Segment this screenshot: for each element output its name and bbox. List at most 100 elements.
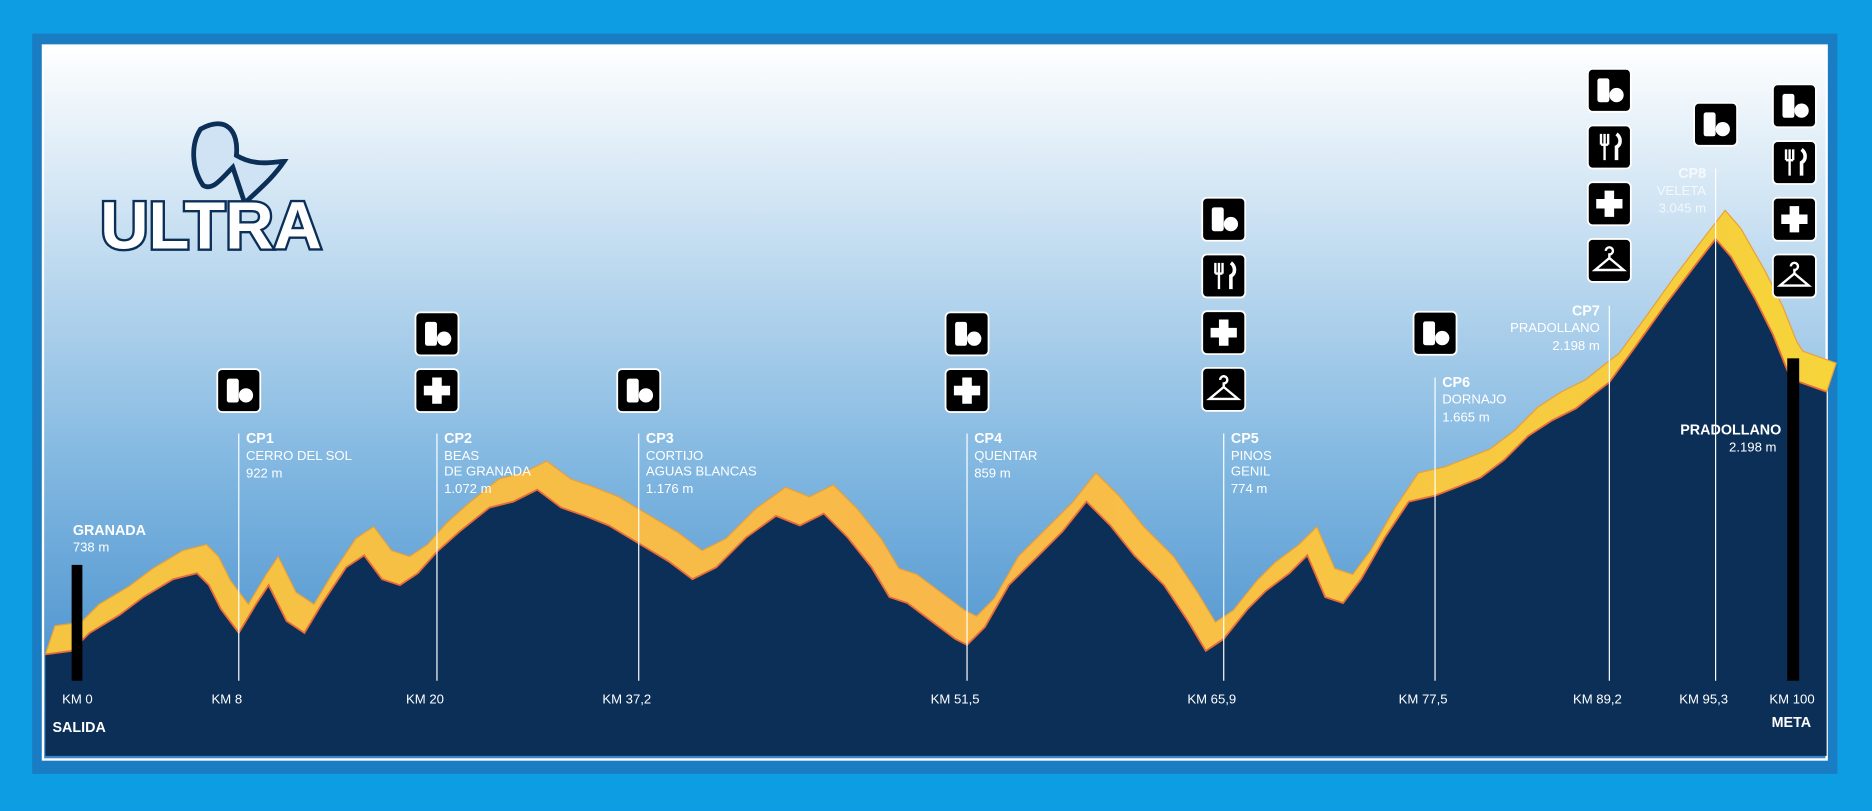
- icon-bottle: [1597, 78, 1610, 103]
- icon-hanger: [1776, 261, 1813, 287]
- service-icon: [1201, 253, 1247, 299]
- icon-knife: [1229, 261, 1237, 290]
- checkpoint-id: CP7: [1572, 303, 1600, 319]
- finish-altitude: 2.198 m: [1729, 439, 1776, 454]
- icon-bottle: [1211, 207, 1224, 232]
- icon-box: [1201, 253, 1247, 299]
- icon-bottle: [1703, 112, 1716, 137]
- checkpoint-km: KM 37,2: [602, 691, 651, 706]
- checkpoint-id: CP6: [1442, 375, 1470, 391]
- icon-apple: [1435, 330, 1450, 346]
- start-km: KM 0: [62, 691, 93, 706]
- finish-label: META: [1772, 715, 1812, 731]
- icon-apple: [1794, 103, 1809, 118]
- service-icon: [1586, 238, 1632, 283]
- checkpoint-km: KM 51,5: [931, 691, 980, 706]
- icon-bottle: [626, 378, 639, 403]
- profile-edge: [45, 237, 1827, 656]
- checkpoint-id: CP8: [1678, 166, 1706, 182]
- icon-apple: [1715, 121, 1730, 137]
- checkpoint-name: PINOS: [1231, 448, 1272, 463]
- checkpoint-altitude: 859 m: [974, 466, 1011, 481]
- checkpoint-id: CP2: [444, 431, 472, 447]
- checkpoint-name: CERRO DEL SOL: [246, 448, 352, 463]
- start-name: GRANADA: [73, 523, 146, 539]
- service-icon: [1772, 196, 1817, 242]
- icon-bottle: [1782, 93, 1795, 118]
- start-label: SALIDA: [53, 720, 106, 736]
- logo-wave: [191, 121, 289, 208]
- checkpoint-id: CP1: [246, 431, 274, 447]
- icon-apple: [638, 388, 654, 403]
- icon-box: [1586, 238, 1632, 283]
- checkpoint-km: KM 77,5: [1399, 691, 1448, 706]
- icon-bottle: [226, 378, 239, 403]
- icon-apple: [238, 388, 254, 403]
- checkpoint-id: CP3: [646, 431, 674, 447]
- checkpoint-id: CP4: [974, 431, 1002, 447]
- checkpoint-altitude: 774 m: [1231, 481, 1268, 496]
- icon-box: [1586, 124, 1632, 170]
- service-icon: [1201, 196, 1247, 242]
- checkpoint-altitude: 2.198 m: [1552, 338, 1599, 353]
- icon-fork: [1599, 133, 1610, 161]
- icon-fork: [1784, 149, 1795, 176]
- checkpoint-altitude: 1.665 m: [1442, 410, 1489, 425]
- service-icon: [1201, 310, 1247, 356]
- checkpoint-km: KM 20: [406, 691, 444, 706]
- icon-cross: [1210, 319, 1237, 346]
- checkpoint-km: KM 95,3: [1679, 691, 1728, 706]
- icon-cross: [1596, 190, 1623, 217]
- icon-box: [1201, 366, 1247, 412]
- icon-bottle: [1423, 321, 1436, 346]
- icon-apple: [1223, 216, 1239, 232]
- checkpoint-id: CP5: [1231, 431, 1259, 447]
- service-icon: [414, 311, 460, 357]
- icon-apple: [1609, 87, 1624, 103]
- finish-km: KM 100: [1769, 691, 1814, 706]
- service-icon: [616, 368, 662, 413]
- icon-cross: [953, 377, 981, 404]
- icon-cross: [423, 377, 451, 404]
- checkpoint-altitude: 1.176 m: [646, 481, 693, 496]
- finish-bar: [1787, 358, 1800, 681]
- profile: [44, 209, 1837, 756]
- service-icon: [1586, 124, 1632, 170]
- service-icon: [216, 368, 262, 413]
- profile-ground: [45, 238, 1827, 756]
- start-altitude: 738 m: [73, 540, 110, 555]
- checkpoint-altitude: 1.072 m: [444, 481, 491, 496]
- service-icon: [414, 368, 460, 413]
- checkpoint-name: CORTIJO: [646, 448, 703, 463]
- icon-bottle: [955, 321, 968, 346]
- checkpoint-km: KM 8: [212, 691, 243, 706]
- icon-knife: [1614, 132, 1622, 161]
- icon-hanger: [1591, 246, 1627, 272]
- checkpoint-name: DORNAJO: [1442, 392, 1506, 407]
- service-icon: [1772, 83, 1817, 129]
- checkpoint-name: AGUAS BLANCAS: [646, 463, 757, 478]
- service-icon: [944, 311, 990, 357]
- logo: ULTRA: [98, 121, 324, 266]
- service-icon: [1772, 253, 1817, 299]
- service-icon: [1693, 101, 1738, 147]
- icon-hanger: [1206, 375, 1242, 401]
- checkpoint-altitude: 922 m: [246, 466, 283, 481]
- service-icon: [1586, 67, 1632, 113]
- checkpoint-name: BEAS: [444, 448, 479, 463]
- service-icon: [1412, 310, 1458, 356]
- checkpoint-altitude: 3.045 m: [1659, 201, 1706, 216]
- service-icon: [1586, 181, 1632, 227]
- icon-knife: [1799, 147, 1807, 176]
- service-icon: [1201, 366, 1247, 412]
- finish-name: PRADOLLANO: [1680, 423, 1781, 439]
- icon-cross: [1781, 206, 1808, 233]
- checkpoint-km: KM 89,2: [1573, 691, 1622, 706]
- logo-text: ULTRA: [100, 189, 322, 264]
- icon-box: [1772, 253, 1817, 299]
- icon-apple: [436, 331, 452, 346]
- service-icon: [1772, 140, 1817, 185]
- checkpoint-name: QUENTAR: [974, 448, 1037, 463]
